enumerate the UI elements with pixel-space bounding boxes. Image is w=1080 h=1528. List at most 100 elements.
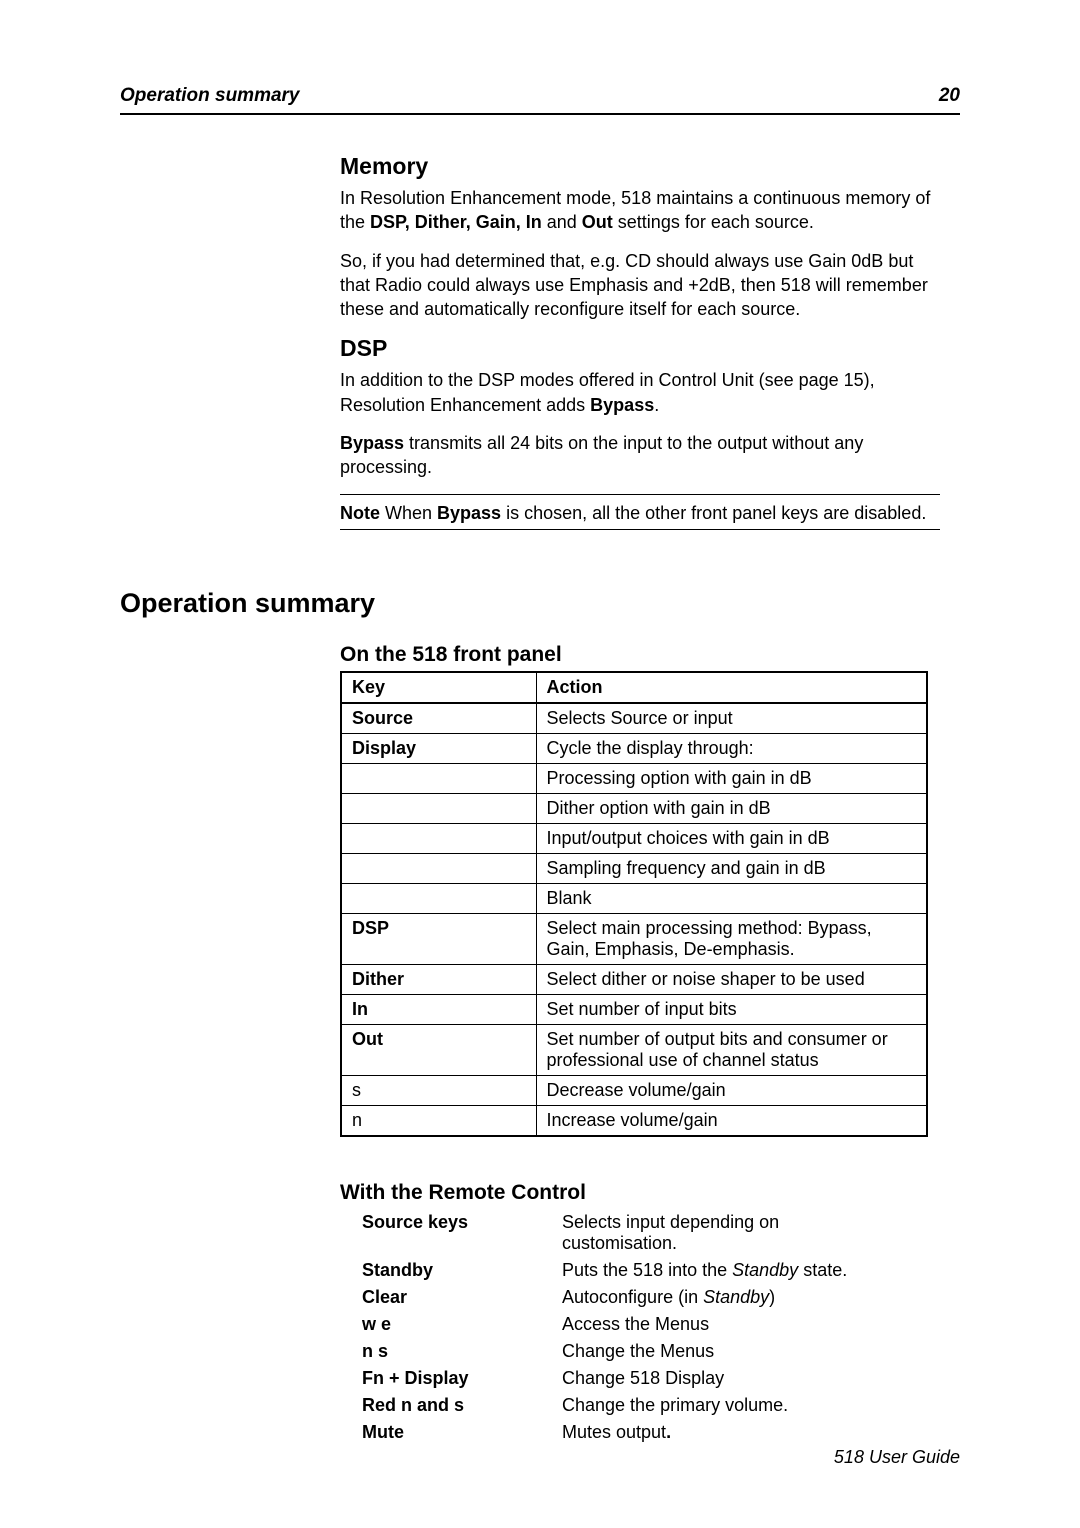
- remote-action-cell: Access the Menus: [562, 1311, 882, 1338]
- divider: [340, 494, 940, 495]
- key-cell: DSP: [341, 913, 536, 964]
- table-header-row: Key Action: [341, 672, 927, 703]
- table-row: DisplayCycle the display through:: [341, 733, 927, 763]
- text: settings for each source.: [613, 212, 814, 232]
- text-bold: Bypass: [590, 395, 654, 415]
- action-cell: Selects Source or input: [536, 703, 927, 734]
- remote-key-cell: Source keys: [362, 1209, 562, 1257]
- table-row: Input/output choices with gain in dB: [341, 823, 927, 853]
- remote-key-cell: w e: [362, 1311, 562, 1338]
- table-row: SourceSelects Source or input: [341, 703, 927, 734]
- remote-key-cell: Fn + Display: [362, 1365, 562, 1392]
- remote-action-cell: Change the Menus: [562, 1338, 882, 1365]
- text-bold: DSP, Dither, Gain, In: [370, 212, 542, 232]
- table-row: MuteMutes output.: [362, 1419, 882, 1446]
- page-header: Operation summary 20: [120, 85, 960, 115]
- header-left: Operation summary: [120, 85, 300, 107]
- table-row: Dither option with gain in dB: [341, 793, 927, 823]
- remote-key-cell: Mute: [362, 1419, 562, 1446]
- remote-action-cell: Change the primary volume.: [562, 1392, 882, 1419]
- col-key: Key: [341, 672, 536, 703]
- table-row: ClearAutoconfigure (in Standby): [362, 1284, 882, 1311]
- col-action: Action: [536, 672, 927, 703]
- header-page-number: 20: [939, 85, 960, 107]
- remote-heading: With the Remote Control: [340, 1181, 940, 1205]
- remote-action-cell: Change 518 Display: [562, 1365, 882, 1392]
- key-cell: [341, 853, 536, 883]
- action-cell: Processing option with gain in dB: [536, 763, 927, 793]
- key-cell: [341, 763, 536, 793]
- action-cell: Decrease volume/gain: [536, 1075, 927, 1105]
- table-row: w eAccess the Menus: [362, 1311, 882, 1338]
- table-row: Sampling frequency and gain in dB: [341, 853, 927, 883]
- table-row: InSet number of input bits: [341, 994, 927, 1024]
- text-bold: Out: [582, 212, 613, 232]
- action-cell: Set number of input bits: [536, 994, 927, 1024]
- remote-action-cell: Puts the 518 into the Standby state.: [562, 1257, 882, 1284]
- remote-block: With the Remote Control Source keysSelec…: [340, 1181, 940, 1446]
- action-cell: Input/output choices with gain in dB: [536, 823, 927, 853]
- front-panel-heading: On the 518 front panel: [340, 643, 940, 667]
- action-cell: Increase volume/gain: [536, 1105, 927, 1136]
- table-row: DSPSelect main processing method: Bypass…: [341, 913, 927, 964]
- text: is chosen, all the other front panel key…: [501, 503, 926, 523]
- table-row: Source keysSelects input depending on cu…: [362, 1209, 882, 1257]
- table-row: StandbyPuts the 518 into the Standby sta…: [362, 1257, 882, 1284]
- front-panel-block: On the 518 front panel Key Action Source…: [340, 643, 940, 1137]
- table-row: sDecrease volume/gain: [341, 1075, 927, 1105]
- text: When: [380, 503, 437, 523]
- divider: [340, 529, 940, 530]
- key-cell: n: [341, 1105, 536, 1136]
- action-cell: Set number of output bits and consumer o…: [536, 1024, 927, 1075]
- table-row: Blank: [341, 883, 927, 913]
- action-cell: Blank: [536, 883, 927, 913]
- text-bold: Bypass: [340, 433, 404, 453]
- action-cell: Sampling frequency and gain in dB: [536, 853, 927, 883]
- page: Operation summary 20 Memory In Resolutio…: [0, 0, 1080, 1528]
- dsp-note: Note When Bypass is chosen, all the othe…: [340, 501, 940, 525]
- action-cell: Dither option with gain in dB: [536, 793, 927, 823]
- text: transmits all 24 bits on the input to th…: [340, 433, 863, 477]
- remote-action-cell: Selects input depending on customisation…: [562, 1209, 882, 1257]
- remote-key-cell: n s: [362, 1338, 562, 1365]
- table-row: n sChange the Menus: [362, 1338, 882, 1365]
- key-cell: [341, 793, 536, 823]
- dsp-para-1: In addition to the DSP modes offered in …: [340, 368, 940, 417]
- text-bold: Bypass: [437, 503, 501, 523]
- memory-para-1: In Resolution Enhancement mode, 518 main…: [340, 186, 940, 235]
- key-cell: Dither: [341, 964, 536, 994]
- key-cell: [341, 823, 536, 853]
- remote-key-cell: Red n and s: [362, 1392, 562, 1419]
- memory-heading: Memory: [340, 153, 940, 180]
- memory-para-2: So, if you had determined that, e.g. CD …: [340, 249, 940, 322]
- text: .: [654, 395, 659, 415]
- table-row: DitherSelect dither or noise shaper to b…: [341, 964, 927, 994]
- remote-table: Source keysSelects input depending on cu…: [362, 1209, 882, 1446]
- remote-action-cell: Autoconfigure (in Standby): [562, 1284, 882, 1311]
- action-cell: Select dither or noise shaper to be used: [536, 964, 927, 994]
- key-cell: Display: [341, 733, 536, 763]
- table-row: Processing option with gain in dB: [341, 763, 927, 793]
- action-cell: Select main processing method: Bypass, G…: [536, 913, 927, 964]
- text: and: [542, 212, 582, 232]
- remote-key-cell: Clear: [362, 1284, 562, 1311]
- remote-key-cell: Standby: [362, 1257, 562, 1284]
- remote-action-cell: Mutes output.: [562, 1419, 882, 1446]
- footer-text: 518 User Guide: [834, 1447, 960, 1468]
- dsp-para-2: Bypass transmits all 24 bits on the inpu…: [340, 431, 940, 480]
- table-row: Red n and sChange the primary volume.: [362, 1392, 882, 1419]
- table-row: nIncrease volume/gain: [341, 1105, 927, 1136]
- key-cell: [341, 883, 536, 913]
- content-column: Memory In Resolution Enhancement mode, 5…: [340, 153, 940, 530]
- dsp-heading: DSP: [340, 335, 940, 362]
- key-cell: Source: [341, 703, 536, 734]
- key-cell: Out: [341, 1024, 536, 1075]
- action-cell: Cycle the display through:: [536, 733, 927, 763]
- front-panel-table: Key Action SourceSelects Source or input…: [340, 671, 928, 1137]
- table-row: OutSet number of output bits and consume…: [341, 1024, 927, 1075]
- operation-summary-heading: Operation summary: [120, 588, 960, 619]
- table-row: Fn + DisplayChange 518 Display: [362, 1365, 882, 1392]
- text-bold: Note: [340, 503, 380, 523]
- key-cell: s: [341, 1075, 536, 1105]
- key-cell: In: [341, 994, 536, 1024]
